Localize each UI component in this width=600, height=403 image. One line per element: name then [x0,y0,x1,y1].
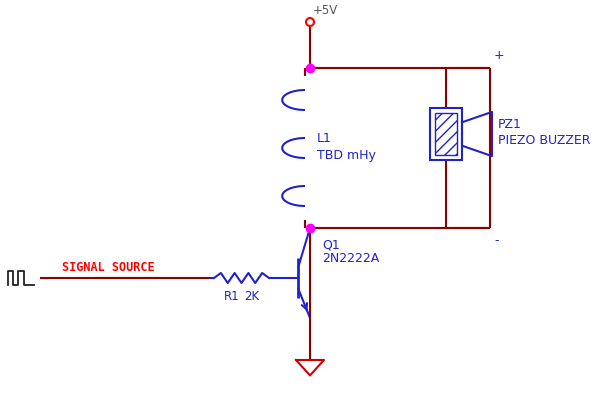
Text: TBD mHy: TBD mHy [317,150,376,162]
Text: 2K: 2K [244,290,259,303]
Text: PIEZO BUZZER: PIEZO BUZZER [498,133,590,147]
Text: -: - [494,234,499,247]
Text: 2N2222A: 2N2222A [322,252,379,265]
Text: SIGNAL SOURCE: SIGNAL SOURCE [62,261,155,274]
Text: R1: R1 [224,290,239,303]
Text: Q1: Q1 [322,238,340,251]
Bar [435,113,457,155]
Text: +: + [494,49,505,62]
Text: L1: L1 [317,131,332,145]
Text: PZ1: PZ1 [498,118,522,131]
Text: +5V: +5V [313,4,338,17]
Bar [430,108,462,160]
